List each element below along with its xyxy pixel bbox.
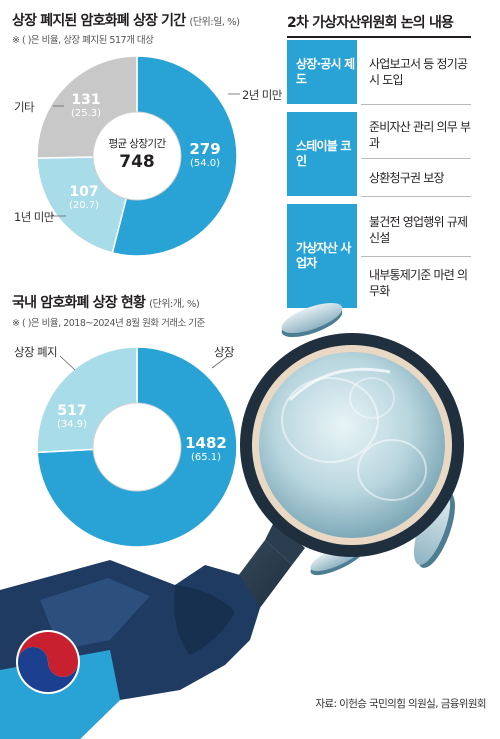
item-redemption-right: 상환청구권 보장 bbox=[369, 170, 445, 185]
tag-listing-disclosure: 상장·공시 제도 bbox=[287, 40, 357, 104]
source-credit: 자료: 이헌승 국민의힘 의원실, 금융위원회 bbox=[315, 698, 486, 710]
chart1-footnote: ※ ( )은 비율, 상장 폐지된 517개 대상 bbox=[12, 35, 154, 46]
magnifier-icon bbox=[208, 333, 464, 640]
slice-value-delisted: 517 (34.9) bbox=[56, 403, 88, 430]
item-periodic-disclosure: 사업보고서 등 정기공시 도입 bbox=[369, 57, 468, 87]
slice-value-listed: 1482 (65.1) bbox=[185, 434, 227, 463]
chart2-donut bbox=[36, 346, 238, 548]
chart2-center-circle bbox=[92, 402, 182, 492]
chart1-center-circle bbox=[92, 111, 182, 201]
chart1-center-label: 평균 상장기간 bbox=[108, 138, 166, 150]
coin-icon bbox=[281, 302, 343, 338]
item-unfair-practice: 불건전 영업행위 규제 신설 bbox=[369, 215, 468, 245]
tag-vasp: 가상자산 사업자 bbox=[287, 204, 357, 308]
slice-label-delisted: 상장 폐지 bbox=[14, 345, 58, 359]
government-emblem bbox=[16, 630, 80, 694]
chart1-title: 상장 폐지된 암호화폐 상장 기간 (단위:일, %) bbox=[12, 13, 240, 29]
tag-stablecoin: 스테이블 코인 bbox=[287, 112, 357, 196]
item-reserve-management: 준비자산 관리 의무 부과 bbox=[369, 120, 471, 150]
slice-value-etc: 131 (25.3) bbox=[70, 92, 102, 119]
chart2-title: 국내 암호화폐 상장 현황 (단위:개, %) bbox=[12, 295, 200, 311]
slice-label-2y: 2년 미만 bbox=[242, 88, 282, 102]
slice-label-etc: 기타 bbox=[14, 100, 35, 114]
slice-label-listed: 상장 bbox=[214, 345, 235, 359]
panel-divider bbox=[287, 36, 471, 38]
chart2-footnote: ※ ( )은 비율, 2018~2024년 8월 원화 거래소 기준 bbox=[12, 318, 205, 329]
chart1-unit: (단위:일, %) bbox=[189, 17, 240, 28]
slice-value-2y: 279 (54.0) bbox=[189, 140, 221, 169]
chart2-unit: (단위:개, %) bbox=[149, 299, 200, 310]
slice-value-1y: 107 (20.7) bbox=[68, 184, 100, 211]
panel-title: 2차 가상자산위원회 논의 내용 bbox=[287, 15, 454, 31]
item-internal-control: 내부통제기준 마련 의무화 bbox=[369, 267, 468, 298]
slice-label-1y: 1년 미만 bbox=[14, 210, 54, 224]
chart1-donut bbox=[36, 55, 240, 257]
chart1-center-value: 748 bbox=[119, 152, 155, 172]
